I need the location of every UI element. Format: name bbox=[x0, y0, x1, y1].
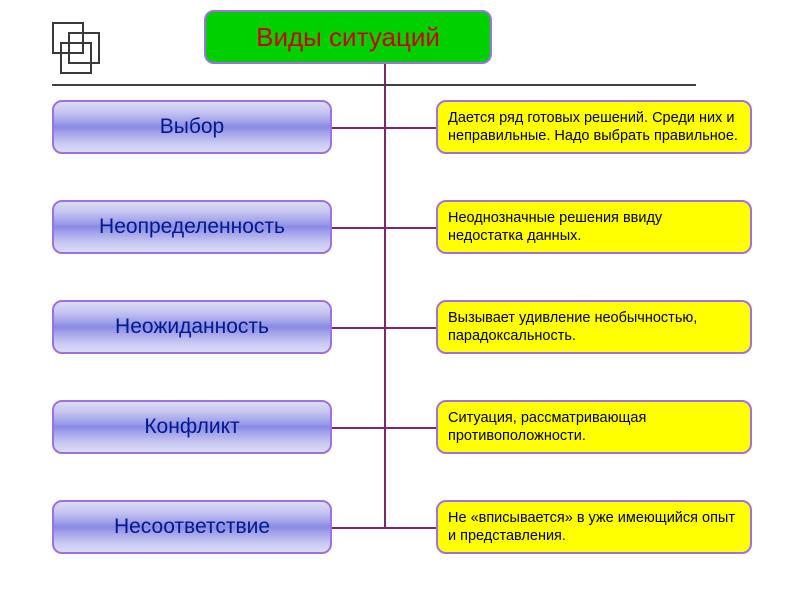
description-text: Неоднозначные решения ввиду недостатка д… bbox=[448, 209, 740, 245]
description-text: Ситуация, рассматривающая противоположно… bbox=[448, 409, 740, 445]
category-label: Несоответствие bbox=[114, 515, 270, 539]
description-text: Вызывает удивление необычностью, парадок… bbox=[448, 309, 740, 345]
underline bbox=[52, 84, 696, 86]
description-box: Ситуация, рассматривающая противоположно… bbox=[436, 400, 752, 454]
description-text: Не «вписывается» в уже имеющийся опыт и … bbox=[448, 509, 740, 545]
category-box: Конфликт bbox=[52, 400, 332, 454]
title-box: Виды ситуаций bbox=[204, 10, 492, 64]
category-label: Конфликт bbox=[144, 415, 239, 439]
title-text: Виды ситуаций bbox=[256, 22, 440, 53]
category-box: Несоответствие bbox=[52, 500, 332, 554]
row-connector bbox=[332, 127, 436, 129]
category-box: Неопределенность bbox=[52, 200, 332, 254]
description-box: Неоднозначные решения ввиду недостатка д… bbox=[436, 200, 752, 254]
row-connector bbox=[332, 327, 436, 329]
category-label: Выбор bbox=[160, 115, 225, 139]
description-box: Не «вписывается» в уже имеющийся опыт и … bbox=[436, 500, 752, 554]
category-box: Выбор bbox=[52, 100, 332, 154]
category-label: Неопределенность bbox=[99, 215, 285, 239]
category-box: Неожиданность bbox=[52, 300, 332, 354]
row-connector bbox=[332, 527, 436, 529]
row-connector bbox=[332, 227, 436, 229]
row-connector bbox=[332, 427, 436, 429]
description-box: Вызывает удивление необычностью, парадок… bbox=[436, 300, 752, 354]
description-box: Дается ряд готовых решений. Среди них и … bbox=[436, 100, 752, 154]
logo-icon bbox=[52, 22, 112, 82]
category-label: Неожиданность bbox=[115, 315, 269, 339]
description-text: Дается ряд готовых решений. Среди них и … bbox=[448, 109, 740, 145]
spine-connector bbox=[384, 64, 386, 527]
